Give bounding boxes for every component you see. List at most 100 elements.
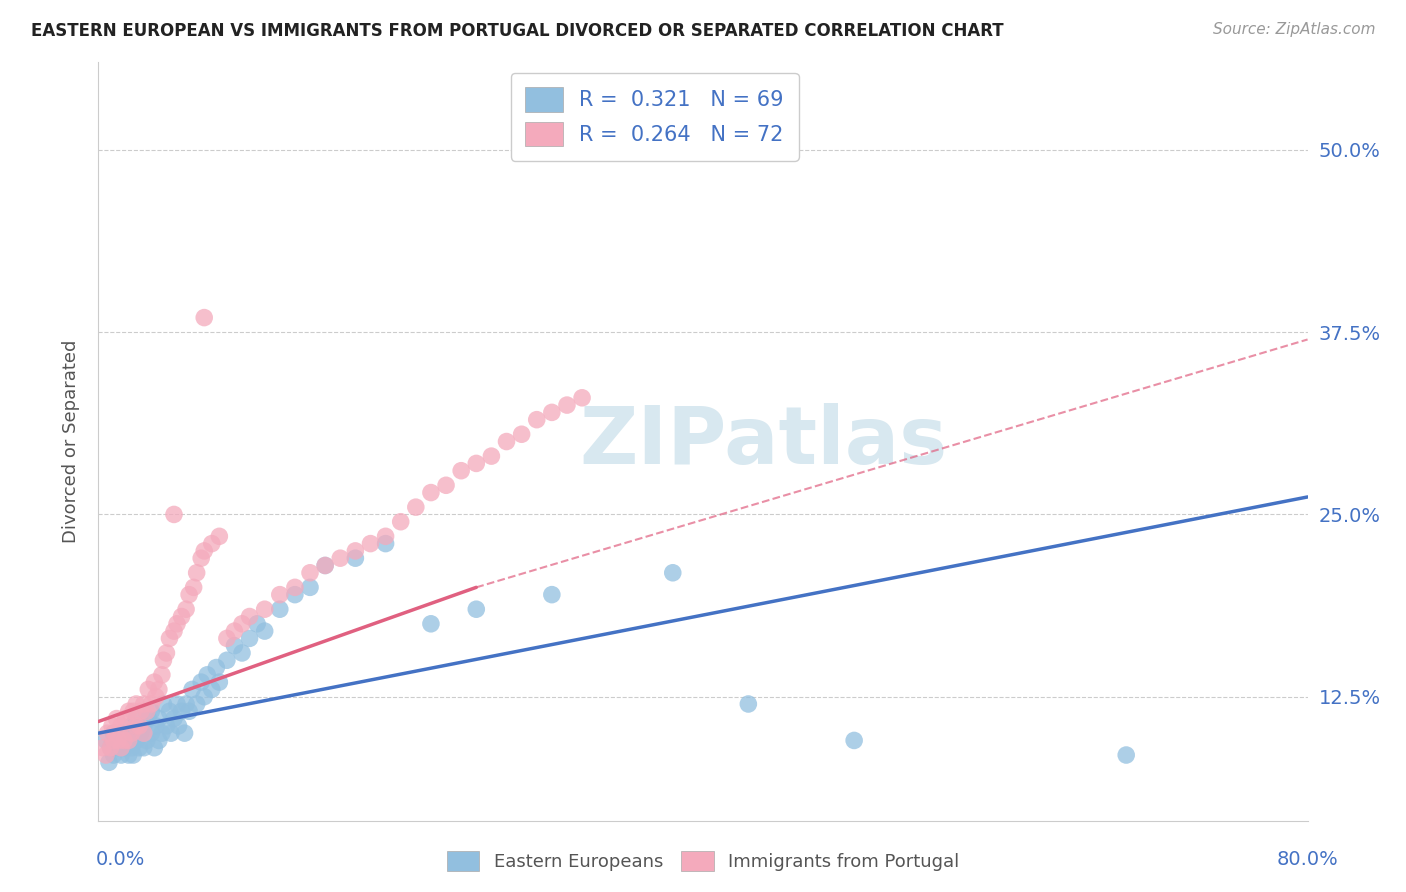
Y-axis label: Divorced or Separated: Divorced or Separated [62,340,80,543]
Legend: R =  0.321   N = 69, R =  0.264   N = 72: R = 0.321 N = 69, R = 0.264 N = 72 [510,73,799,161]
Point [239,609,262,624]
Point [160,726,183,740]
Point [110,740,132,755]
Point [141,704,163,718]
Point [314,558,336,573]
Point [112,733,135,747]
Point [174,697,197,711]
Point [103,726,125,740]
Point [465,602,488,616]
Point [166,697,188,711]
Point [170,609,193,624]
Point [163,508,186,522]
Point [152,653,174,667]
Point [1115,747,1137,762]
Point [152,697,174,711]
Point [118,726,141,740]
Point [420,485,443,500]
Point [186,566,208,580]
Point [374,536,396,550]
Point [118,704,141,718]
Point [155,719,177,733]
Point [540,588,562,602]
Point [159,632,181,646]
Point [163,712,186,726]
Point [155,646,177,660]
Point [100,740,122,755]
Point [110,747,132,762]
Point [107,733,129,747]
Point [132,740,155,755]
Point [231,616,253,631]
Point [148,682,170,697]
Point [344,544,367,558]
Point [555,398,578,412]
Point [299,580,322,594]
Point [136,712,159,726]
Point [148,712,170,726]
Point [121,740,143,755]
Point [110,726,132,740]
Point [224,639,246,653]
Point [101,719,124,733]
Point [129,704,152,718]
Point [94,747,117,762]
Point [201,682,224,697]
Point [112,740,135,755]
Point [269,588,291,602]
Point [122,747,145,762]
Point [208,529,231,543]
Point [96,726,118,740]
Point [246,616,269,631]
Point [150,668,173,682]
Point [420,616,443,631]
Point [174,602,197,616]
Point [186,697,208,711]
Point [148,733,170,747]
Point [114,733,136,747]
Point [284,588,307,602]
Text: EASTERN EUROPEAN VS IMMIGRANTS FROM PORTUGAL DIVORCED OR SEPARATED CORRELATION C: EASTERN EUROPEAN VS IMMIGRANTS FROM PORT… [31,22,1004,40]
Point [135,704,157,718]
Point [125,697,148,711]
Point [136,682,159,697]
Point [132,726,155,740]
Point [132,697,155,711]
Point [510,427,533,442]
Point [132,719,155,733]
Point [193,690,215,704]
Point [98,756,121,770]
Point [389,515,412,529]
Point [360,536,382,550]
Point [145,690,167,704]
Point [239,632,262,646]
Point [159,704,181,718]
Point [193,544,215,558]
Point [405,500,427,515]
Point [450,464,472,478]
Point [94,733,117,747]
Point [118,733,141,747]
Point [208,675,231,690]
Point [145,719,167,733]
Point [190,551,212,566]
Point [125,712,148,726]
Point [481,449,503,463]
Point [121,726,143,740]
Point [118,747,141,762]
Point [105,740,128,755]
Point [129,726,152,740]
Point [100,740,122,755]
Text: 80.0%: 80.0% [1277,850,1339,869]
Point [110,719,132,733]
Point [231,646,253,660]
Point [150,726,173,740]
Point [201,536,224,550]
Point [374,529,396,543]
Point [181,682,204,697]
Point [166,616,188,631]
Point [224,624,246,639]
Point [128,719,150,733]
Point [314,558,336,573]
Point [107,733,129,747]
